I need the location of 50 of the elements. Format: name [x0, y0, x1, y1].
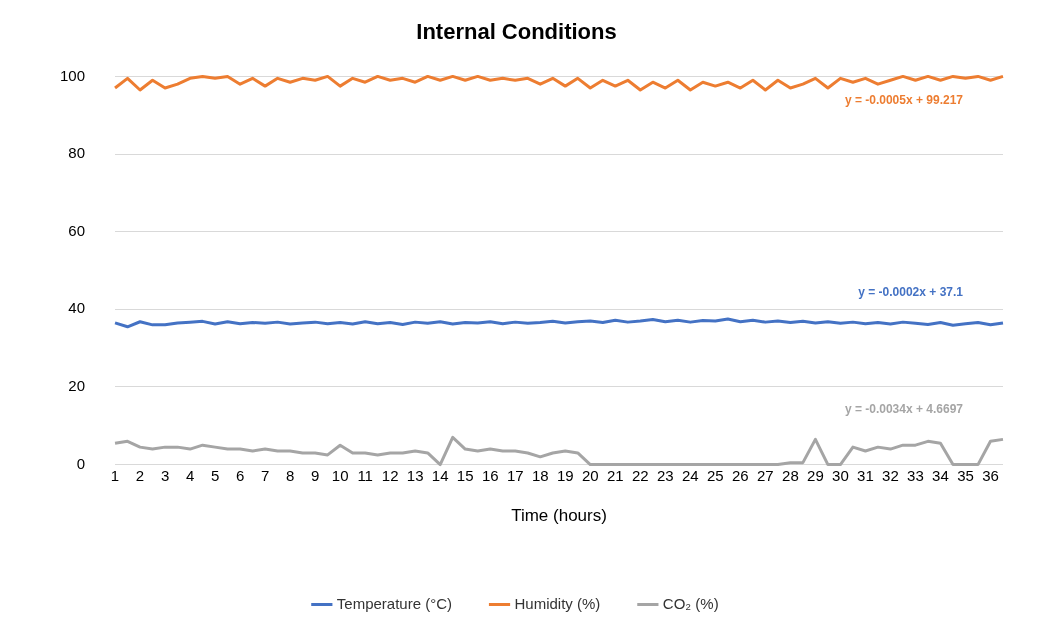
x-tick-label: 14	[431, 466, 449, 484]
x-tick-label: 28	[782, 466, 799, 484]
x-axis-title: Time (hours)	[511, 506, 607, 526]
y-tick-label: 20	[68, 377, 86, 395]
x-tick-label: 11	[357, 466, 373, 484]
legend-label: Temperature (°C)	[336, 594, 453, 612]
legend-label: Humidity (%)	[514, 594, 601, 612]
x-tick-label: 16	[481, 466, 499, 484]
x-tick-label: 32	[882, 466, 899, 484]
x-tick-label: 31	[857, 466, 874, 484]
y-tick-label: 60	[68, 221, 86, 239]
x-tick-label: 12	[381, 466, 399, 484]
x-tick-label: 15	[456, 466, 474, 484]
chart-title: Internal Conditions	[416, 19, 617, 45]
y-tick-label: 0	[76, 454, 86, 472]
x-tick-label: 21	[606, 466, 624, 484]
x-tick-label: 8	[285, 466, 295, 484]
x-tick-label: 25	[707, 466, 724, 484]
x-tick-label: 3	[160, 466, 170, 484]
y-tick-label: 40	[68, 299, 86, 317]
annotation: y = -0.0034x + 4.6697	[844, 401, 964, 416]
annotation: y = -0.0002x + 37.1	[858, 285, 964, 300]
x-tick-label: 1	[110, 466, 120, 484]
x-tick-label: 36	[982, 466, 999, 484]
annotation: y = -0.0005x + 99.217	[844, 92, 964, 107]
x-tick-label: 22	[631, 466, 649, 484]
x-tick-label: 34	[932, 466, 949, 484]
y-tick-label: 80	[68, 144, 86, 162]
x-tick-label: 20	[581, 466, 599, 484]
x-tick-label: 18	[531, 466, 549, 484]
x-tick-label: 5	[210, 466, 220, 484]
x-tick-label: 29	[807, 466, 824, 484]
x-tick-label: 13	[406, 466, 424, 484]
x-tick-label: 33	[907, 466, 924, 484]
x-tick-label: 7	[260, 466, 270, 484]
y-tick-label: 100	[60, 66, 86, 84]
x-tick-label: 6	[235, 466, 245, 484]
x-tick-label: 19	[556, 466, 574, 484]
x-tick-label: 10	[331, 466, 349, 484]
x-tick-label: 4	[185, 466, 195, 484]
x-tick-label: 30	[832, 466, 849, 484]
x-tick-label: 9	[310, 466, 320, 484]
x-tick-label: 35	[957, 466, 974, 484]
x-tick-label: 23	[656, 466, 674, 484]
x-tick-label: 26	[732, 466, 749, 484]
x-tick-label: 27	[757, 466, 774, 484]
x-tick-label: 17	[506, 466, 524, 484]
x-tick-label: 2	[135, 466, 145, 484]
x-tick-label: 24	[681, 466, 699, 484]
legend-label: CO₂ (%)	[662, 594, 719, 612]
